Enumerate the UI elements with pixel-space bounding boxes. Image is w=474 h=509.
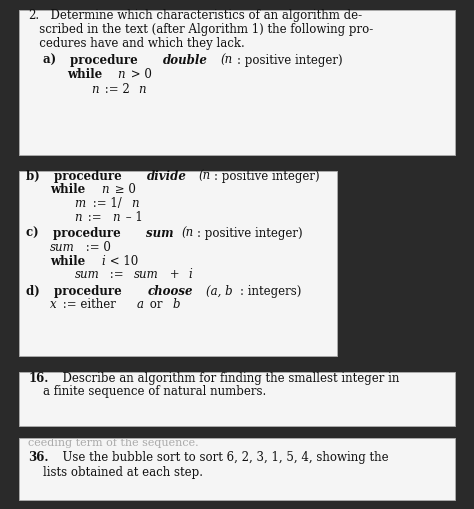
Text: > 0: > 0 bbox=[128, 68, 152, 81]
Text: :=: := bbox=[106, 268, 128, 281]
Text: double: double bbox=[163, 54, 208, 67]
Text: i: i bbox=[188, 268, 192, 281]
Text: while: while bbox=[50, 254, 90, 268]
Text: procedure: procedure bbox=[55, 169, 127, 183]
Text: sum: sum bbox=[134, 268, 159, 281]
Text: – 1: – 1 bbox=[122, 211, 143, 224]
Text: := 2: := 2 bbox=[101, 82, 129, 96]
Text: while: while bbox=[67, 68, 106, 81]
Text: n: n bbox=[101, 183, 109, 196]
Text: sum: sum bbox=[74, 268, 99, 281]
Text: choose: choose bbox=[147, 285, 193, 298]
Text: < 10: < 10 bbox=[106, 254, 138, 268]
Text: b): b) bbox=[26, 169, 48, 183]
Text: a): a) bbox=[43, 54, 64, 67]
Text: n: n bbox=[112, 211, 119, 224]
Text: sum: sum bbox=[50, 241, 75, 254]
Text: lists obtained at each step.: lists obtained at each step. bbox=[28, 466, 203, 479]
Text: d): d) bbox=[26, 285, 48, 298]
Text: scribed in the text (after Algorithm 1) the following pro-: scribed in the text (after Algorithm 1) … bbox=[28, 23, 374, 36]
Text: ≥ 0: ≥ 0 bbox=[111, 183, 136, 196]
FancyBboxPatch shape bbox=[19, 372, 455, 426]
Text: cedures have and which they lack.: cedures have and which they lack. bbox=[28, 37, 245, 50]
Text: := 0: := 0 bbox=[82, 241, 111, 254]
Text: (a, b: (a, b bbox=[206, 285, 233, 298]
Text: : positive integer): : positive integer) bbox=[237, 54, 342, 67]
Text: Use the bubble sort to sort 6, 2, 3, 1, 5, 4, showing the: Use the bubble sort to sort 6, 2, 3, 1, … bbox=[55, 451, 389, 464]
Text: divide: divide bbox=[147, 169, 187, 183]
Text: : positive integer): : positive integer) bbox=[214, 169, 320, 183]
Text: ceeding term of the sequence.: ceeding term of the sequence. bbox=[28, 438, 199, 448]
Text: 36.: 36. bbox=[28, 451, 49, 464]
Text: (n: (n bbox=[221, 54, 233, 67]
Text: n: n bbox=[138, 82, 146, 96]
Text: procedure: procedure bbox=[53, 227, 125, 240]
Text: : integers): : integers) bbox=[240, 285, 301, 298]
Text: a: a bbox=[137, 298, 144, 312]
Text: (n: (n bbox=[199, 169, 211, 183]
Text: (n: (n bbox=[181, 227, 193, 240]
Text: := either: := either bbox=[59, 298, 119, 312]
Text: procedure: procedure bbox=[55, 285, 127, 298]
FancyBboxPatch shape bbox=[19, 10, 455, 155]
Text: x: x bbox=[50, 298, 57, 312]
Text: : positive integer): : positive integer) bbox=[197, 227, 303, 240]
FancyBboxPatch shape bbox=[19, 438, 455, 500]
Text: :=: := bbox=[84, 211, 106, 224]
Text: n: n bbox=[131, 197, 139, 210]
Text: while: while bbox=[50, 183, 90, 196]
Text: c): c) bbox=[26, 227, 47, 240]
Text: n: n bbox=[118, 68, 125, 81]
Text: +: + bbox=[166, 268, 183, 281]
Text: m: m bbox=[74, 197, 86, 210]
Text: 16.: 16. bbox=[28, 372, 49, 385]
Text: b: b bbox=[172, 298, 180, 312]
Text: i: i bbox=[101, 254, 105, 268]
Text: := 1/: := 1/ bbox=[89, 197, 121, 210]
Text: a finite sequence of natural numbers.: a finite sequence of natural numbers. bbox=[28, 385, 267, 399]
Text: Determine which characteristics of an algorithm de-: Determine which characteristics of an al… bbox=[43, 9, 362, 22]
Text: n: n bbox=[74, 211, 82, 224]
Text: 2.: 2. bbox=[28, 9, 39, 22]
Text: procedure: procedure bbox=[70, 54, 142, 67]
FancyBboxPatch shape bbox=[19, 171, 337, 356]
Text: n: n bbox=[91, 82, 99, 96]
Text: Describe an algorithm for finding the smallest integer in: Describe an algorithm for finding the sm… bbox=[55, 372, 399, 385]
Text: or: or bbox=[146, 298, 166, 312]
Text: sum: sum bbox=[146, 227, 173, 240]
